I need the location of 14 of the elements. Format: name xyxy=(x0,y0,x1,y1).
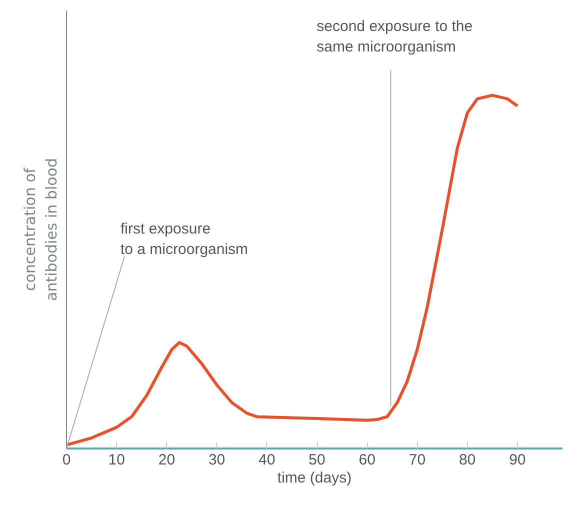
y-axis-title: concentration of antibodies in blood xyxy=(20,158,60,301)
x-tick-label: 30 xyxy=(208,452,226,468)
x-tick-label: 20 xyxy=(158,452,176,468)
x-tick-label: 0 xyxy=(62,452,71,468)
x-tick-label: 80 xyxy=(458,452,476,468)
annotation: second exposure to the same microorganism xyxy=(316,18,473,56)
x-tick-label: 40 xyxy=(258,452,276,468)
x-tick-label: 60 xyxy=(358,452,376,468)
x-tick-label: 50 xyxy=(308,452,326,468)
x-axis-title: time (days) xyxy=(277,470,352,486)
annotation: first exposure to a microorganism xyxy=(120,220,248,258)
x-tick-label: 10 xyxy=(108,452,125,468)
x-tick-label: 90 xyxy=(509,452,526,468)
x-tick-label: 70 xyxy=(408,452,426,468)
